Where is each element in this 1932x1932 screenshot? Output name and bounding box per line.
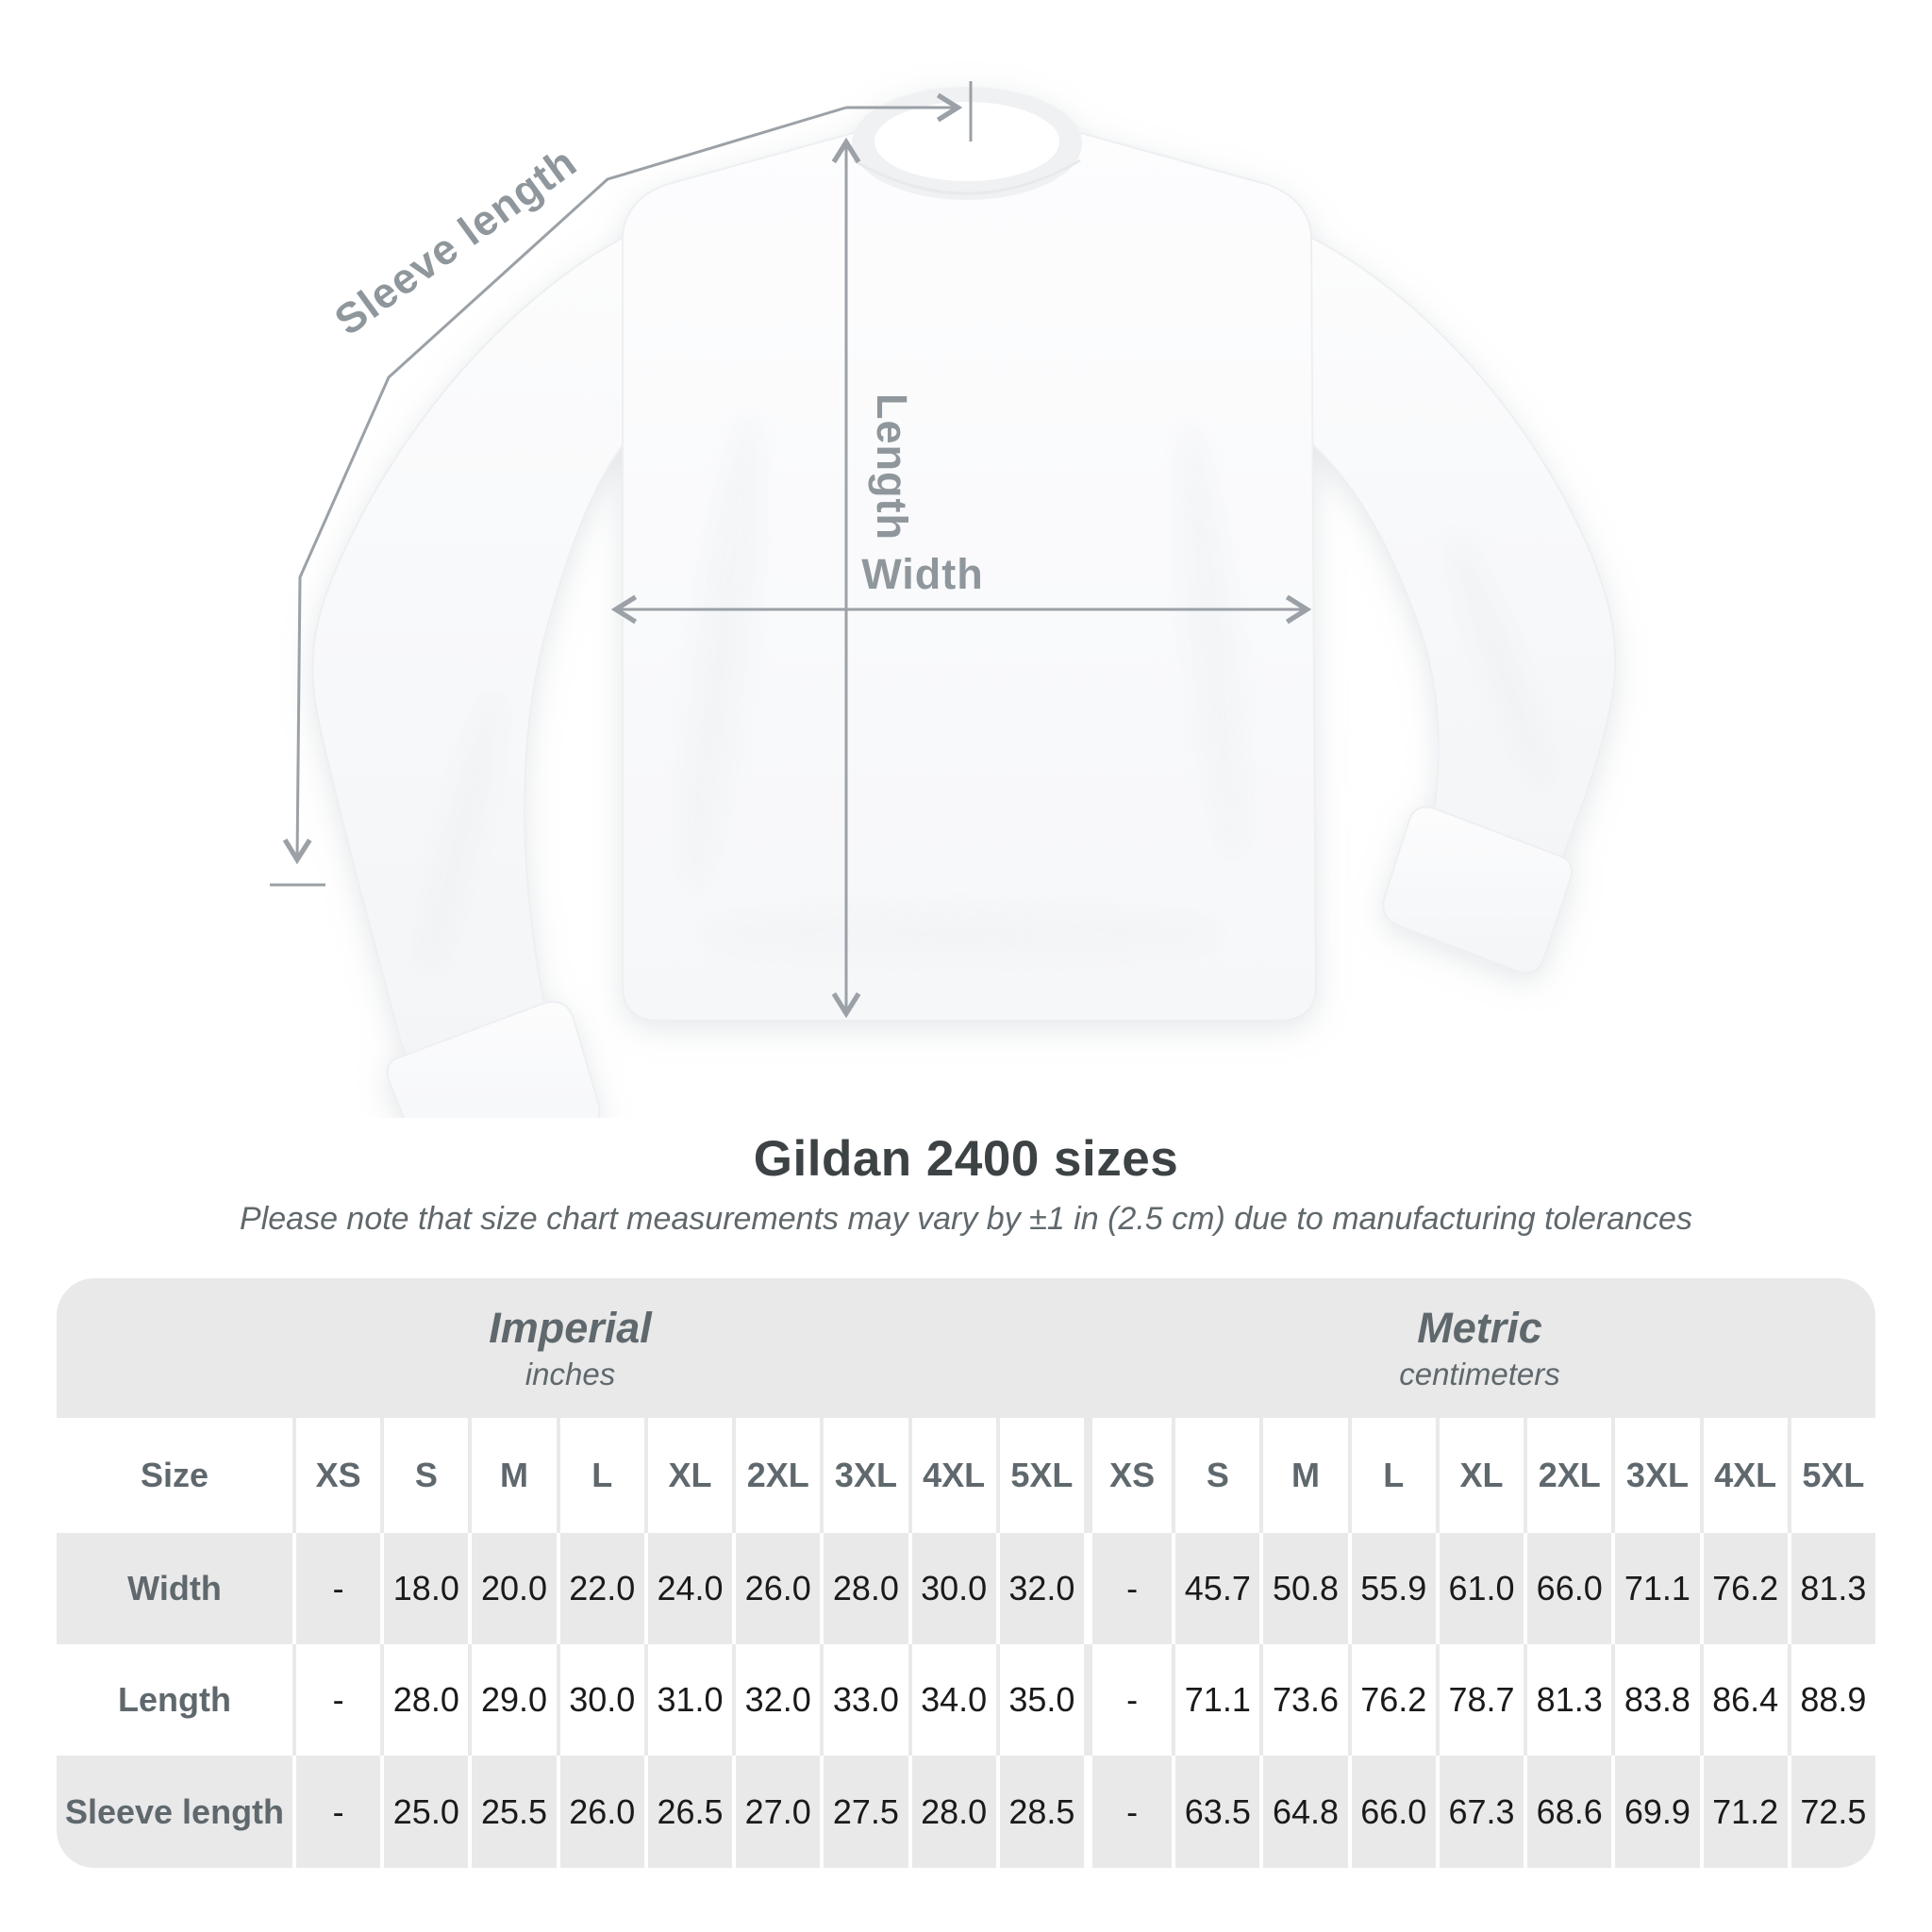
length-imperial-5xl: 35.0 [995, 1644, 1084, 1756]
length-metric-xs: - [1083, 1644, 1173, 1756]
size-table-grid: Size XS S M L XL 2XL 3XL 4XL 5XL XS S M L XL 2XL 3XL 4XL 5… [57, 1418, 1875, 1868]
size-header-imperial-3xl: 3XL [820, 1418, 908, 1533]
width-imperial-s: 18.0 [380, 1533, 469, 1644]
length-metric-xl: 78.7 [1435, 1644, 1524, 1756]
length-imperial-m: 29.0 [468, 1644, 557, 1756]
width-label: Width [57, 1533, 292, 1644]
width-metric-l: 55.9 [1347, 1533, 1436, 1644]
width-imperial-3xl: 28.0 [820, 1533, 908, 1644]
sleeve-length-imperial-s: 25.0 [380, 1756, 469, 1868]
length-imperial-4xl: 34.0 [908, 1644, 996, 1756]
metric-unit: centimeters [1399, 1357, 1560, 1391]
size-header-imperial-s: S [380, 1418, 469, 1533]
unit-header-band: Imperial inches Metric centimeters [57, 1278, 1875, 1418]
imperial-header: Imperial inches [57, 1278, 1084, 1418]
size-header-imperial-l: L [556, 1418, 644, 1533]
width-metric-m: 50.8 [1259, 1533, 1348, 1644]
size-header-metric-l: L [1347, 1418, 1436, 1533]
width-metric-5xl: 81.3 [1787, 1533, 1875, 1644]
width-imperial-5xl: 32.0 [995, 1533, 1084, 1644]
sleeve-length-imperial-3xl: 27.5 [820, 1756, 908, 1868]
sleeve-length-imperial-xl: 26.5 [643, 1756, 733, 1868]
sleeve-length-metric-xl: 67.3 [1435, 1756, 1524, 1868]
metric-title: Metric [1417, 1304, 1542, 1352]
width-imperial-xs: - [292, 1533, 381, 1644]
measurement-lines [270, 81, 1312, 1019]
length-imperial-l: 30.0 [556, 1644, 644, 1756]
size-table: Imperial inches Metric centimeters Size X… [57, 1278, 1875, 1868]
sleeve-length-imperial-2xl: 27.0 [732, 1756, 821, 1868]
width-imperial-xl: 24.0 [643, 1533, 733, 1644]
sleeve-length-metric-m: 64.8 [1259, 1756, 1348, 1868]
width-imperial-2xl: 26.0 [732, 1533, 821, 1644]
width-imperial-4xl: 30.0 [908, 1533, 996, 1644]
width-metric-xs: - [1083, 1533, 1173, 1644]
length-label: Length [57, 1644, 292, 1756]
width-imperial-m: 20.0 [468, 1533, 557, 1644]
title-block: Gildan 2400 sizes Please note that size … [0, 1130, 1932, 1238]
long-sleeve-shirt-graphic [311, 87, 1617, 1118]
shirt-measurement-diagram: Sleeve length Length Width [270, 81, 1617, 1118]
size-header-metric-xl: XL [1435, 1418, 1524, 1533]
size-header-imperial-5xl: 5XL [995, 1418, 1084, 1533]
size-header-metric-3xl: 3XL [1611, 1418, 1700, 1533]
sleeve-length-metric-xs: - [1083, 1756, 1173, 1868]
size-header-imperial-xl: XL [643, 1418, 733, 1533]
size-header-imperial-2xl: 2XL [732, 1418, 821, 1533]
sleeve-length-imperial-xs: - [292, 1756, 381, 1868]
length-metric-m: 73.6 [1259, 1644, 1348, 1756]
width-label: Width [861, 550, 984, 598]
sleeve-length-label: Sleeve length [57, 1756, 292, 1868]
sleeve-length-metric-s: 63.5 [1172, 1756, 1260, 1868]
width-metric-2xl: 66.0 [1524, 1533, 1612, 1644]
size-header-metric-2xl: 2XL [1524, 1418, 1612, 1533]
length-metric-l: 76.2 [1347, 1644, 1436, 1756]
imperial-title: Imperial [489, 1304, 652, 1352]
length-label: Length [868, 393, 916, 541]
length-imperial-xs: - [292, 1644, 381, 1756]
sleeve-length-imperial-4xl: 28.0 [908, 1756, 996, 1868]
sleeve-length-imperial-l: 26.0 [556, 1756, 644, 1868]
length-metric-s: 71.1 [1172, 1644, 1260, 1756]
sleeve-length-metric-l: 66.0 [1347, 1756, 1436, 1868]
length-metric-3xl: 83.8 [1611, 1644, 1700, 1756]
length-metric-2xl: 81.3 [1524, 1644, 1612, 1756]
size-header-imperial-m: M [468, 1418, 557, 1533]
length-metric-5xl: 88.9 [1787, 1644, 1875, 1756]
size-header-metric-m: M [1259, 1418, 1348, 1533]
sleeve-length-imperial-m: 25.5 [468, 1756, 557, 1868]
size-header-metric-5xl: 5XL [1787, 1418, 1875, 1533]
metric-header: Metric centimeters [1084, 1278, 1875, 1418]
length-metric-4xl: 86.4 [1699, 1644, 1788, 1756]
page-title: Gildan 2400 sizes [753, 1131, 1179, 1187]
width-metric-s: 45.7 [1172, 1533, 1260, 1644]
width-metric-3xl: 71.1 [1611, 1533, 1700, 1644]
sleeve-length-imperial-5xl: 28.5 [995, 1756, 1084, 1868]
sleeve-length-metric-2xl: 68.6 [1524, 1756, 1612, 1868]
length-imperial-2xl: 32.0 [732, 1644, 821, 1756]
sleeve-length-metric-5xl: 72.5 [1787, 1756, 1875, 1868]
length-imperial-3xl: 33.0 [820, 1644, 908, 1756]
size-header-imperial-xs: XS [292, 1418, 381, 1533]
size-header-metric-xs: XS [1083, 1418, 1173, 1533]
tolerance-note: Please note that size chart measurements… [240, 1201, 1692, 1237]
length-imperial-s: 28.0 [380, 1644, 469, 1756]
sleeve-length-line [282, 106, 847, 865]
sleeve-length-metric-3xl: 69.9 [1611, 1756, 1700, 1868]
width-metric-xl: 61.0 [1435, 1533, 1524, 1644]
width-imperial-l: 22.0 [556, 1533, 644, 1644]
size-header-metric-4xl: 4XL [1699, 1418, 1788, 1533]
size-header-imperial-4xl: 4XL [908, 1418, 996, 1533]
imperial-unit: inches [525, 1357, 616, 1391]
length-imperial-xl: 31.0 [643, 1644, 733, 1756]
width-metric-4xl: 76.2 [1699, 1533, 1788, 1644]
sleeve-length-metric-4xl: 71.2 [1699, 1756, 1788, 1868]
size-header-label: Size [57, 1418, 292, 1533]
size-header-metric-s: S [1172, 1418, 1260, 1533]
